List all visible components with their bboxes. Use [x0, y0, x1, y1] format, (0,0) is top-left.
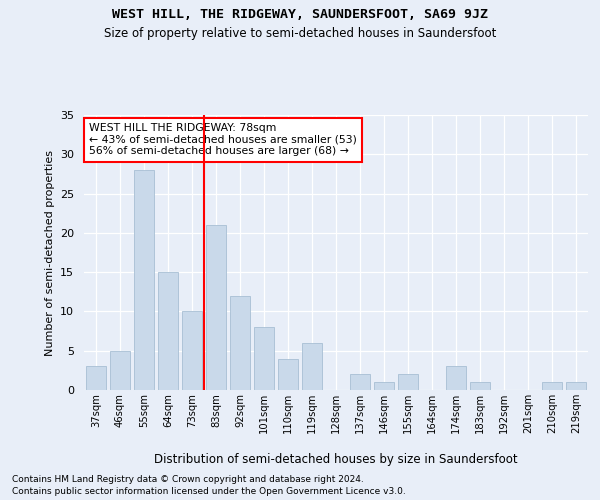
Bar	[230, 296, 250, 390]
Text: WEST HILL, THE RIDGEWAY, SAUNDERSFOOT, SA69 9JZ: WEST HILL, THE RIDGEWAY, SAUNDERSFOOT, S…	[112, 8, 488, 20]
Bar	[446, 366, 466, 390]
Bar	[566, 382, 586, 390]
Bar	[158, 272, 178, 390]
Bar	[134, 170, 154, 390]
Bar	[350, 374, 370, 390]
Text: WEST HILL THE RIDGEWAY: 78sqm
← 43% of semi-detached houses are smaller (53)
56%: WEST HILL THE RIDGEWAY: 78sqm ← 43% of s…	[89, 123, 357, 156]
Bar	[470, 382, 490, 390]
Bar	[278, 358, 298, 390]
Y-axis label: Number of semi-detached properties: Number of semi-detached properties	[44, 150, 55, 356]
Bar	[374, 382, 394, 390]
Bar	[254, 327, 274, 390]
Text: Contains public sector information licensed under the Open Government Licence v3: Contains public sector information licen…	[12, 488, 406, 496]
Bar	[206, 225, 226, 390]
Text: Distribution of semi-detached houses by size in Saundersfoot: Distribution of semi-detached houses by …	[154, 452, 518, 466]
Text: Size of property relative to semi-detached houses in Saundersfoot: Size of property relative to semi-detach…	[104, 28, 496, 40]
Bar	[86, 366, 106, 390]
Bar	[302, 343, 322, 390]
Bar	[110, 350, 130, 390]
Bar	[542, 382, 562, 390]
Bar	[398, 374, 418, 390]
Bar	[182, 312, 202, 390]
Text: Contains HM Land Registry data © Crown copyright and database right 2024.: Contains HM Land Registry data © Crown c…	[12, 475, 364, 484]
